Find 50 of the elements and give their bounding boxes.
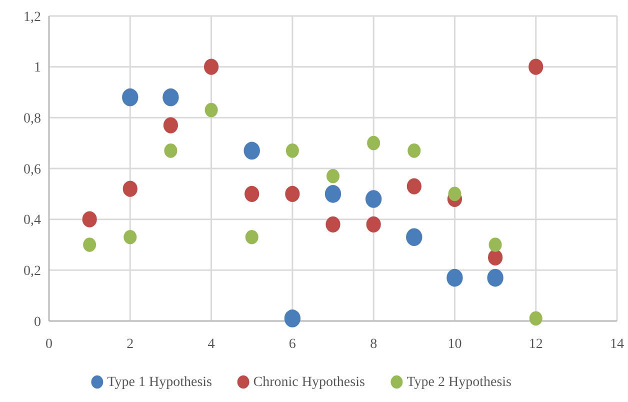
x-tick-label: 4 xyxy=(208,337,215,352)
point xyxy=(488,238,502,252)
point xyxy=(164,144,178,158)
point xyxy=(162,88,179,106)
point xyxy=(528,58,544,75)
x-tick-label: 2 xyxy=(126,337,134,352)
x-tick-label: 12 xyxy=(528,337,543,352)
point xyxy=(285,186,300,202)
y-tick-label: 1 xyxy=(34,60,41,76)
point xyxy=(488,249,503,266)
point xyxy=(124,230,137,244)
point xyxy=(408,144,421,158)
x-tick-label: 6 xyxy=(288,337,296,352)
point xyxy=(204,58,219,75)
point xyxy=(487,268,504,287)
point xyxy=(122,180,138,197)
point xyxy=(326,216,340,232)
point xyxy=(122,88,138,106)
y-tick-label: 0,4 xyxy=(24,213,41,228)
point xyxy=(446,268,463,287)
legend-label: Chronic Hypothesis xyxy=(253,375,365,390)
point xyxy=(365,190,382,208)
point xyxy=(82,211,97,228)
point xyxy=(326,168,340,184)
y-tick-label: 0,2 xyxy=(24,264,41,280)
y-tick-label: 0,8 xyxy=(24,112,41,127)
point xyxy=(406,178,422,194)
point xyxy=(284,310,301,328)
point xyxy=(286,144,299,158)
y-tick-label: 1,2 xyxy=(24,10,41,25)
point xyxy=(244,186,260,202)
point xyxy=(324,185,342,203)
x-tick-label: 8 xyxy=(370,337,378,352)
point xyxy=(245,230,258,244)
point xyxy=(366,216,381,232)
point xyxy=(529,311,542,326)
y-tick-label: 0,6 xyxy=(24,162,41,178)
point xyxy=(83,238,96,252)
point xyxy=(204,102,218,118)
x-tick-label: 14 xyxy=(610,337,624,352)
point xyxy=(367,136,380,150)
y-tick-label: 0 xyxy=(34,314,41,330)
x-tick-label: 10 xyxy=(448,337,462,352)
legend-label: Type 1 Hypothesis xyxy=(107,375,212,390)
legend-label: Type 2 Hypothesis xyxy=(406,375,512,390)
point xyxy=(244,142,260,160)
point xyxy=(406,228,422,246)
point xyxy=(448,186,462,202)
x-tick-label: 0 xyxy=(46,337,52,352)
point xyxy=(163,117,178,134)
